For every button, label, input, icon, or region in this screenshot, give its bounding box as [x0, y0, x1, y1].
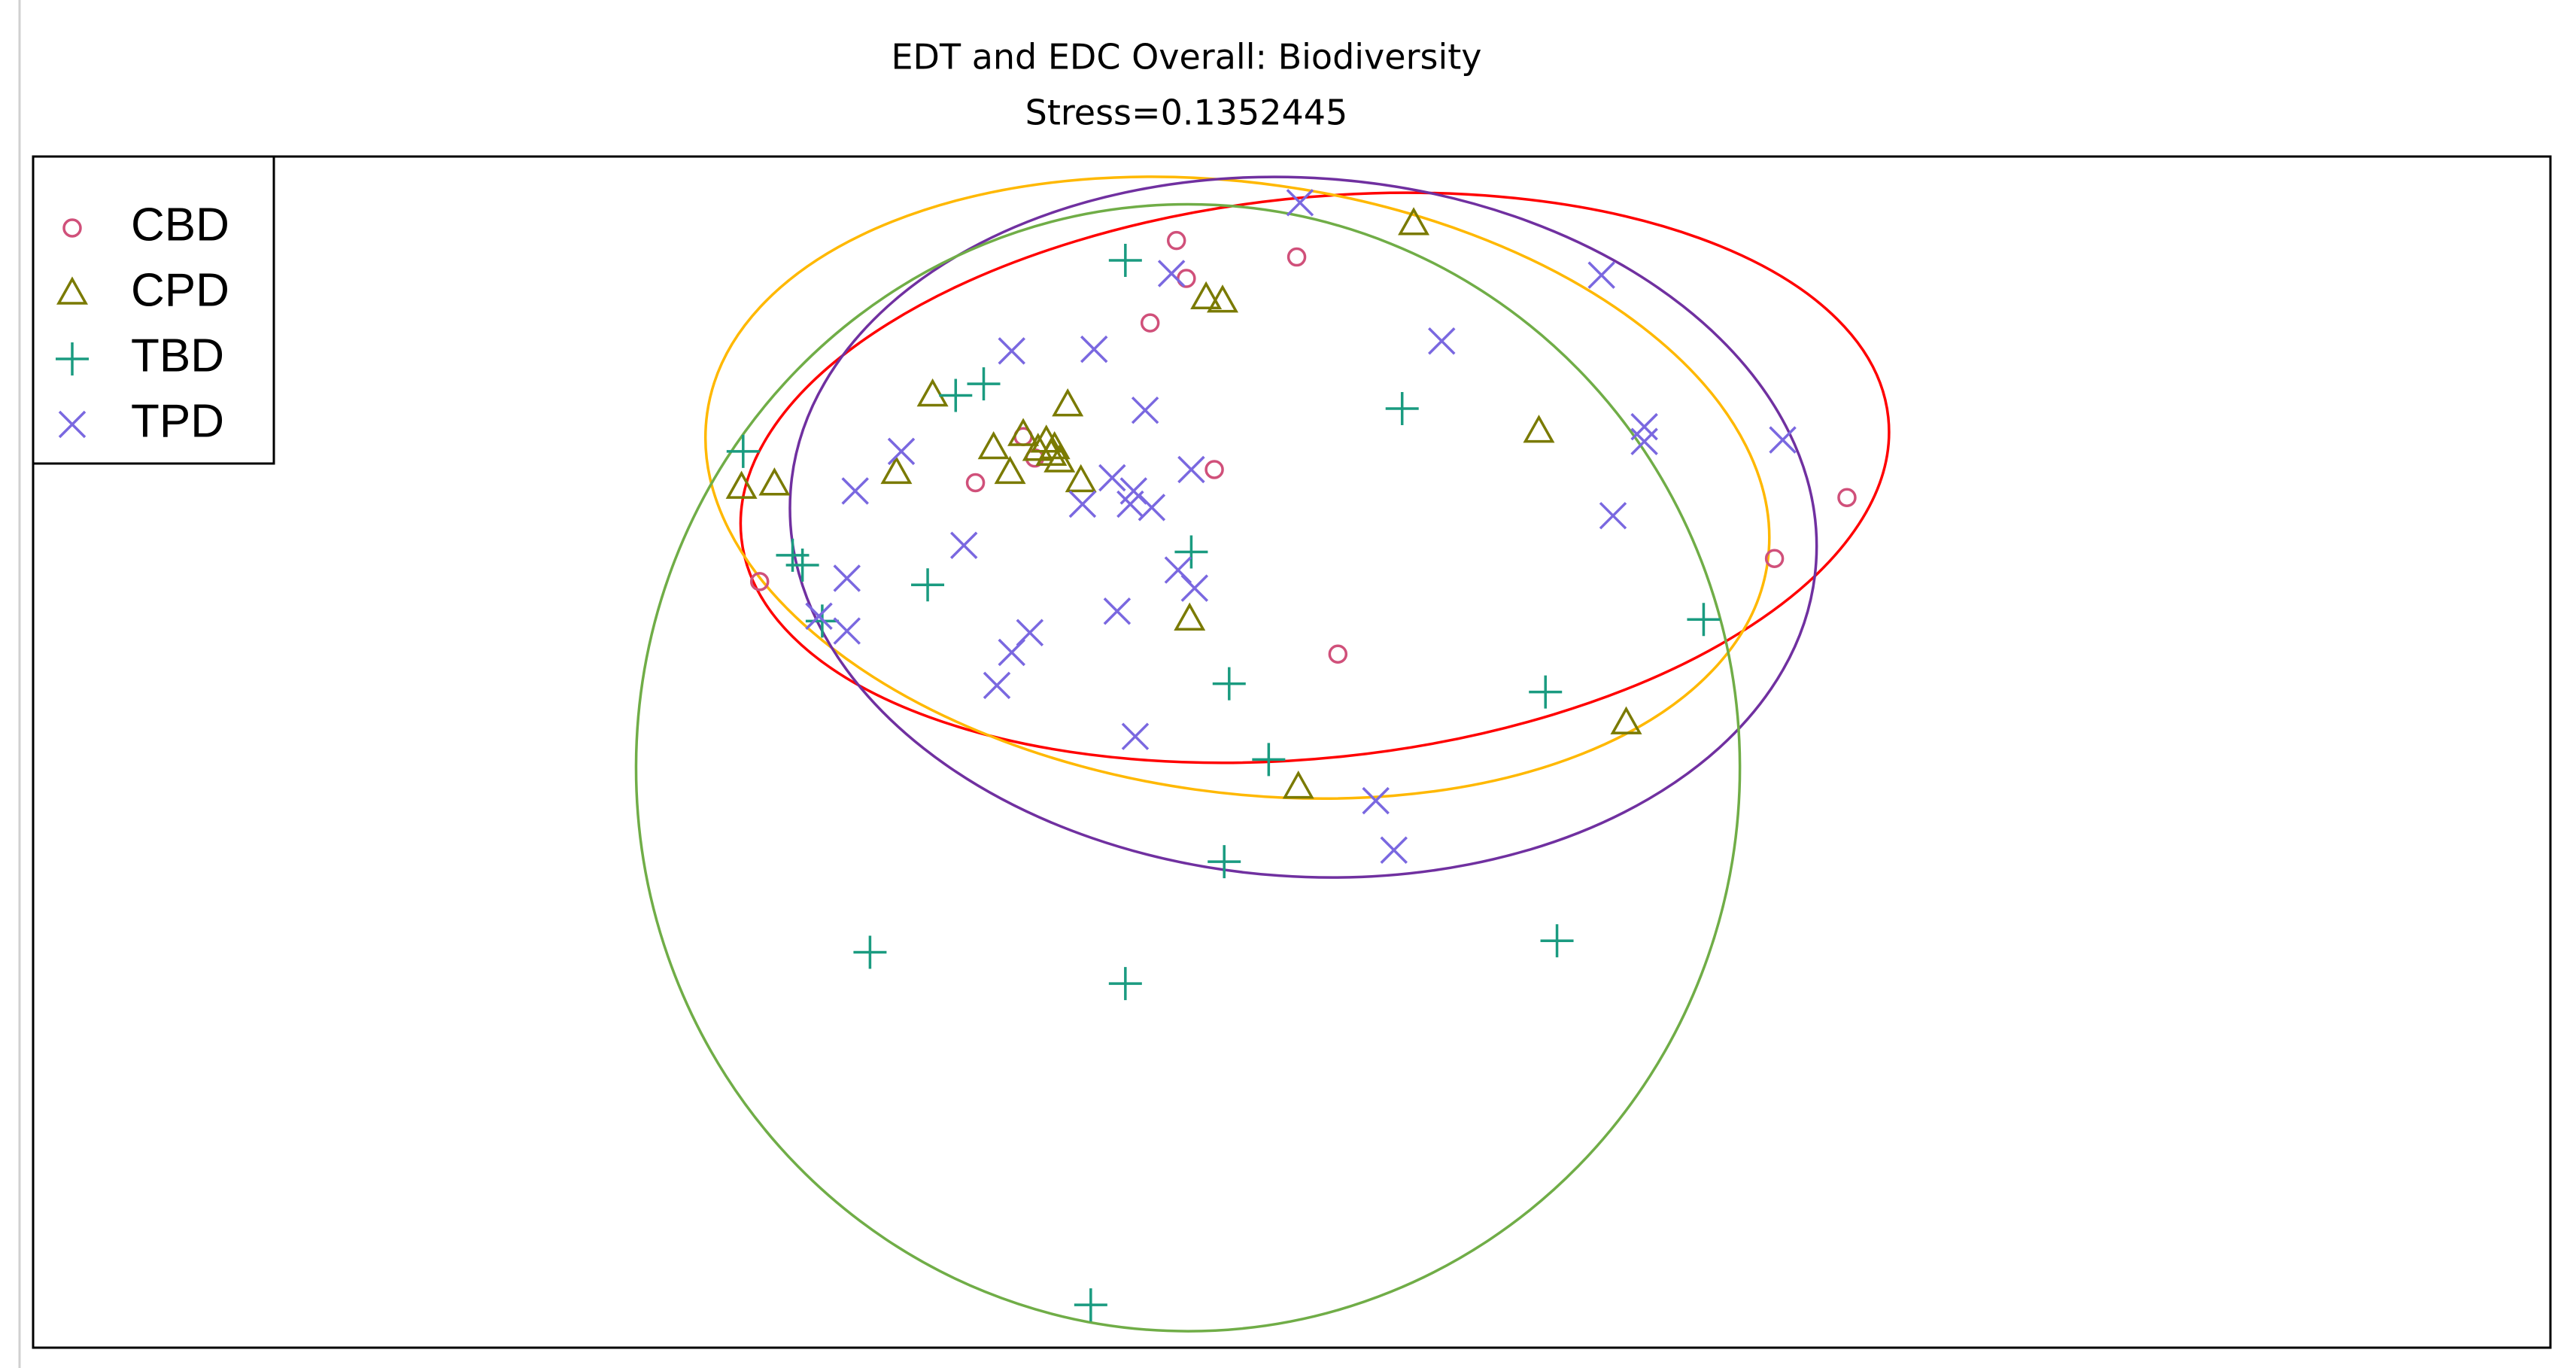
point — [726, 434, 760, 468]
point — [1208, 845, 1241, 879]
point — [1764, 549, 1785, 568]
point — [725, 470, 758, 499]
point — [1108, 243, 1142, 277]
point — [1180, 574, 1209, 602]
point — [1035, 437, 1068, 467]
legend-box — [32, 155, 275, 465]
legend-label: TPD — [131, 395, 224, 447]
point — [1207, 284, 1239, 313]
point — [1108, 967, 1142, 1001]
point — [1523, 415, 1555, 443]
point — [1022, 433, 1054, 461]
point — [1065, 464, 1097, 493]
point — [1529, 675, 1563, 709]
point — [949, 531, 978, 559]
point — [833, 564, 861, 592]
point — [1166, 230, 1186, 251]
point — [911, 568, 945, 602]
point — [1190, 281, 1223, 310]
point — [1286, 247, 1307, 267]
point — [1380, 836, 1408, 865]
legend-label: TBD — [131, 330, 224, 382]
point — [749, 572, 770, 591]
point — [1385, 391, 1419, 425]
point — [833, 617, 861, 645]
legend-label: CBD — [131, 199, 229, 251]
point — [887, 437, 916, 466]
ellipse — [788, 175, 1818, 879]
point — [965, 473, 986, 493]
point — [1119, 477, 1148, 505]
point — [1131, 396, 1159, 424]
point — [967, 367, 1001, 401]
point — [1398, 207, 1430, 236]
ellipse — [739, 191, 1891, 765]
point — [805, 602, 833, 631]
legend-label: CPD — [131, 264, 229, 316]
point — [1630, 412, 1658, 441]
point — [1630, 427, 1658, 456]
ellipses — [634, 175, 1891, 1333]
point — [758, 467, 791, 496]
legend-symbol — [62, 218, 82, 238]
point — [1362, 786, 1390, 815]
point — [1098, 464, 1126, 492]
point — [853, 935, 887, 969]
point — [1769, 426, 1797, 454]
point — [841, 477, 869, 505]
chart-title: EDT and EDC Overall: Biodiversity — [891, 37, 1481, 78]
point — [977, 430, 1010, 460]
point — [1052, 388, 1084, 417]
legend-symbol — [56, 342, 89, 375]
point — [1837, 488, 1857, 507]
point — [1121, 722, 1150, 750]
point — [1252, 743, 1286, 777]
point — [1140, 313, 1160, 333]
points — [725, 189, 1857, 1322]
point — [1204, 460, 1224, 479]
point — [1687, 603, 1721, 637]
point — [983, 671, 1011, 700]
point — [1212, 667, 1246, 701]
point — [1103, 597, 1132, 625]
point — [998, 337, 1025, 365]
point — [994, 455, 1026, 485]
point — [1599, 502, 1627, 530]
point — [1177, 455, 1205, 484]
point — [1286, 189, 1314, 217]
point — [1074, 1288, 1107, 1322]
point — [1328, 644, 1348, 664]
point — [1610, 706, 1642, 734]
point — [1068, 490, 1097, 518]
point — [1540, 924, 1574, 958]
point — [880, 455, 913, 485]
plot-frame — [32, 155, 2552, 1349]
ellipse — [634, 202, 1742, 1333]
chart-subtitle: Stress=0.1352445 — [1025, 93, 1348, 133]
legend: CBD CPD TBD TPD — [32, 155, 275, 465]
point — [916, 378, 949, 407]
point — [785, 548, 819, 582]
point — [939, 378, 973, 412]
legend-symbol — [56, 276, 88, 305]
point — [1007, 418, 1040, 446]
point — [1174, 535, 1208, 569]
point — [1157, 260, 1186, 287]
point — [1428, 327, 1456, 355]
point — [1174, 602, 1206, 631]
point — [1587, 261, 1615, 289]
point — [998, 638, 1025, 667]
ellipse — [703, 175, 1771, 800]
point — [1080, 335, 1108, 363]
point — [1282, 771, 1314, 799]
legend-symbol — [58, 410, 87, 439]
point — [776, 538, 810, 572]
